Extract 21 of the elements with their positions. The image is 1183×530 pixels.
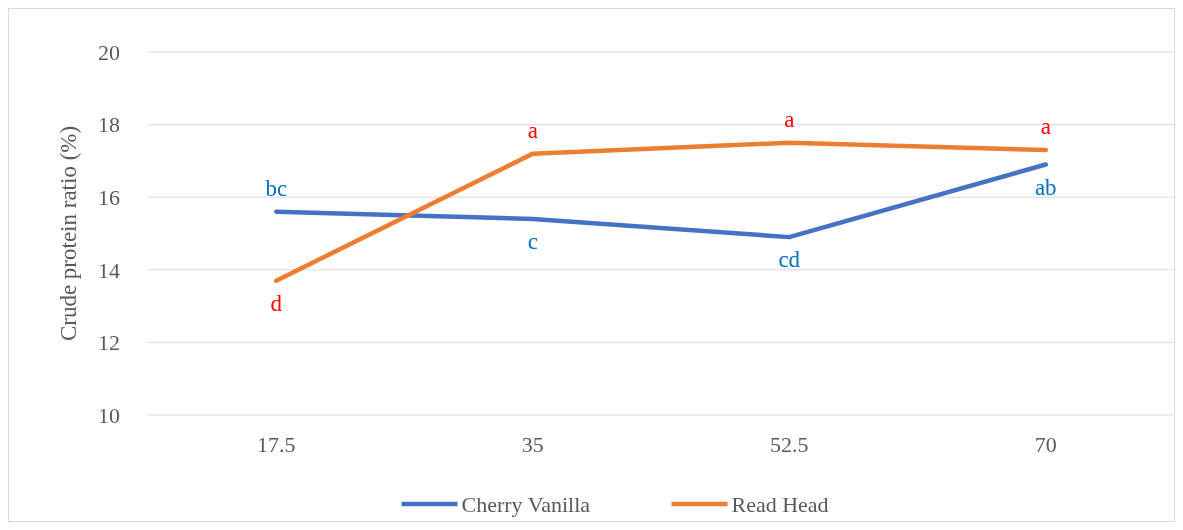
annotation: a <box>1040 114 1051 140</box>
y-tick-label: 10 <box>98 402 120 428</box>
annotation: cd <box>778 247 801 273</box>
x-tick-label: 17.5 <box>257 432 296 457</box>
annotation: c <box>527 228 538 254</box>
y-tick-label: 18 <box>98 112 120 138</box>
y-axis-title: Crude protein ratio (%) <box>56 125 81 342</box>
y-tick-label: 16 <box>98 184 120 210</box>
y-tick-label: 20 <box>98 39 120 65</box>
y-tick-label: 14 <box>98 257 120 283</box>
annotation: a <box>784 106 795 132</box>
x-tick-label: 70 <box>1034 432 1057 457</box>
annotation: a <box>527 117 538 143</box>
legend-label: Cherry Vanilla <box>461 491 591 517</box>
x-tick-label: 35 <box>521 432 544 457</box>
legend-label: Read Head <box>731 491 829 517</box>
annotation: ab <box>1034 174 1057 200</box>
x-tick-label: 52.5 <box>770 432 809 457</box>
annotation: d <box>270 290 283 316</box>
y-tick-label: 12 <box>98 330 120 356</box>
annotation: bc <box>265 175 288 201</box>
